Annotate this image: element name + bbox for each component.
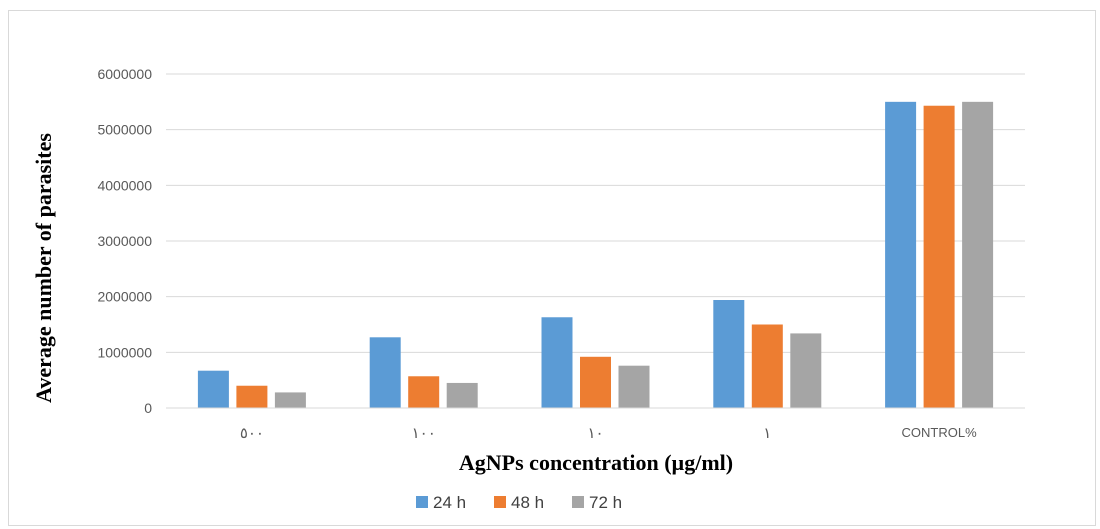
y-tick-label: 4000000 <box>97 177 152 193</box>
x-category-label: ١٠ <box>587 425 603 442</box>
legend-label: 48 h <box>511 493 544 512</box>
bar <box>369 337 401 408</box>
x-category-label: ٥٠٠ <box>240 425 264 442</box>
y-tick-label: 0 <box>144 400 152 416</box>
bar <box>618 365 650 408</box>
bar <box>197 370 229 408</box>
x-axis-title: AgNPs concentration (µg/ml) <box>459 450 733 475</box>
bar <box>885 101 917 408</box>
bar <box>751 324 783 408</box>
x-category-label: CONTROL% <box>902 425 978 440</box>
bar <box>962 101 994 408</box>
legend-label: 24 h <box>433 493 466 512</box>
bar <box>923 105 955 408</box>
bar <box>408 376 440 408</box>
y-tick-labels: 0 1000000 2000000 3000000 4000000 5000000 6000… <box>97 66 152 416</box>
y-tick-label: 5000000 <box>97 122 152 138</box>
legend-swatch <box>494 496 506 508</box>
bar <box>541 317 573 408</box>
x-category-labels: ٥٠٠ ١٠٠ ١٠ ١ CONTROL% <box>240 425 977 442</box>
x-category-label: ١ <box>763 425 771 442</box>
bars <box>197 101 994 408</box>
y-tick-label: 2000000 <box>97 289 152 305</box>
y-tick-label: 6000000 <box>97 66 152 82</box>
bar <box>580 356 611 408</box>
bar <box>274 392 306 408</box>
bar <box>713 300 745 408</box>
gridlines <box>166 73 1025 353</box>
legend-swatch <box>572 496 584 508</box>
bar <box>236 385 268 408</box>
bar <box>446 382 478 408</box>
x-category-label: ١٠٠ <box>412 425 436 442</box>
legend-swatch <box>416 496 428 508</box>
bar <box>790 333 822 408</box>
legend-label: 72 h <box>589 493 622 512</box>
y-axis-title: Average number of parasites <box>31 133 56 403</box>
y-tick-label: 1000000 <box>97 344 152 360</box>
legend: 24 h 48 h 72 h <box>416 493 622 512</box>
y-tick-label: 3000000 <box>97 233 152 249</box>
